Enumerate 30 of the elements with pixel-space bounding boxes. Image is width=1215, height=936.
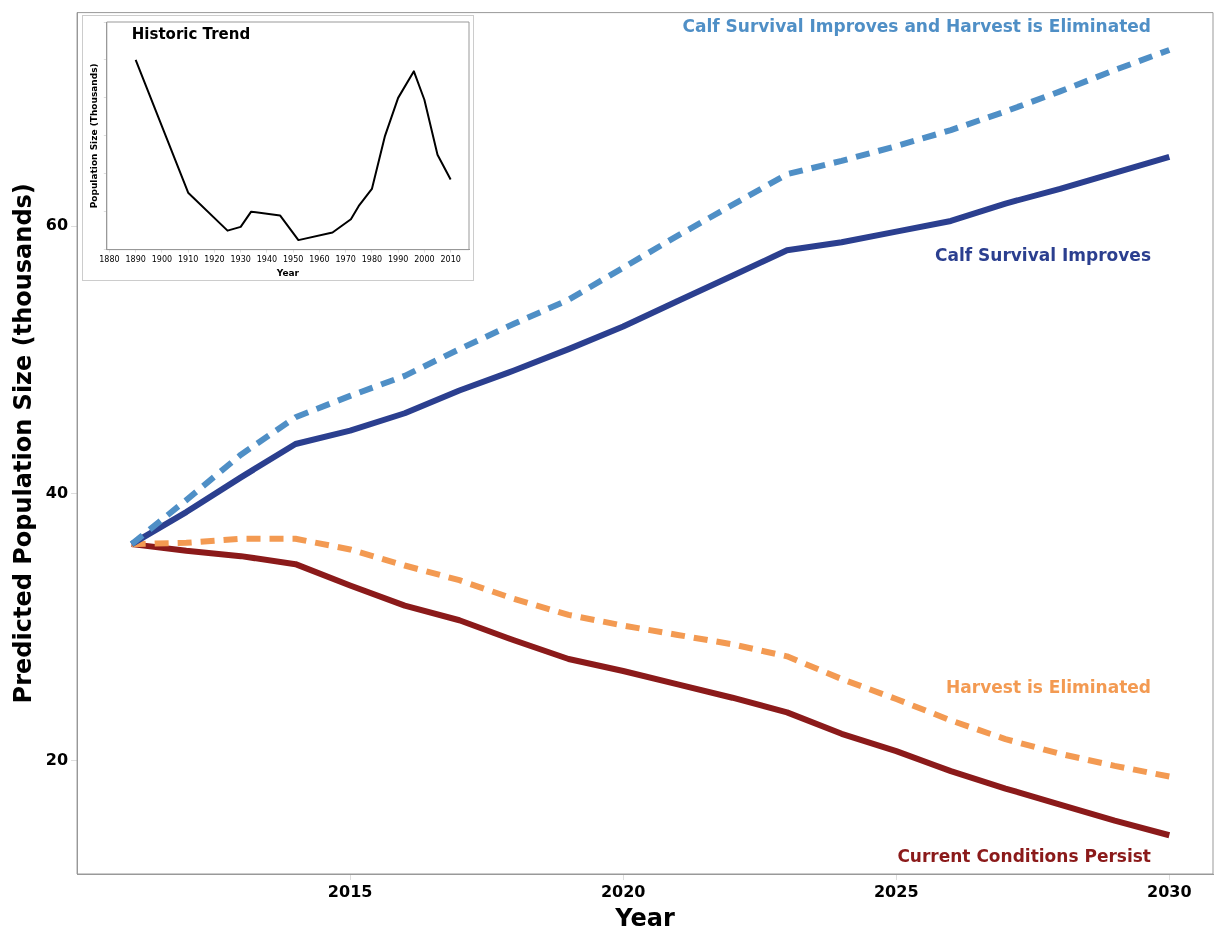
- y-axis-title: Predicted Population Size (thousands): [8, 183, 37, 704]
- series-label: Calf Survival Improves: [934, 245, 1151, 266]
- x-tick-label: 1880: [99, 255, 120, 265]
- x-tick-label: 2015: [327, 881, 373, 901]
- x-tick-label: 2030: [1147, 881, 1192, 901]
- x-tick-label: 1940: [256, 255, 278, 265]
- x-axis-title: Year: [614, 903, 675, 932]
- y-axis-title: Population Size (Thousands): [88, 63, 99, 209]
- chart-title: Historic Trend: [131, 25, 251, 44]
- x-tick-label: 2025: [873, 881, 919, 901]
- x-tick-label: 1960: [309, 255, 330, 265]
- x-tick-label: 1930: [230, 255, 251, 265]
- x-tick-label: 1980: [361, 255, 383, 265]
- x-tick-label: 1950: [282, 255, 304, 265]
- y-tick-label: 20: [45, 749, 69, 769]
- x-tick-label: 2000: [414, 255, 435, 265]
- x-tick-label: 1970: [335, 255, 356, 265]
- x-tick-label: 1920: [204, 255, 225, 265]
- y-tick-label: 40: [45, 482, 69, 502]
- x-tick-label: 1900: [151, 255, 173, 265]
- series-label: Calf Survival Improves and Harvest is Eliminated: [682, 16, 1151, 37]
- x-tick-label: 1990: [387, 255, 409, 265]
- series-label: Harvest is Eliminated: [946, 676, 1151, 697]
- x-axis-title: Year: [275, 267, 300, 278]
- series-label: Current Conditions Persist: [897, 845, 1151, 866]
- x-tick-label: 1890: [125, 255, 146, 265]
- x-tick-label: 1910: [177, 255, 199, 265]
- y-tick-label: 60: [45, 215, 69, 235]
- x-tick-label: 2020: [600, 881, 646, 901]
- x-tick-label: 2010: [440, 255, 461, 265]
